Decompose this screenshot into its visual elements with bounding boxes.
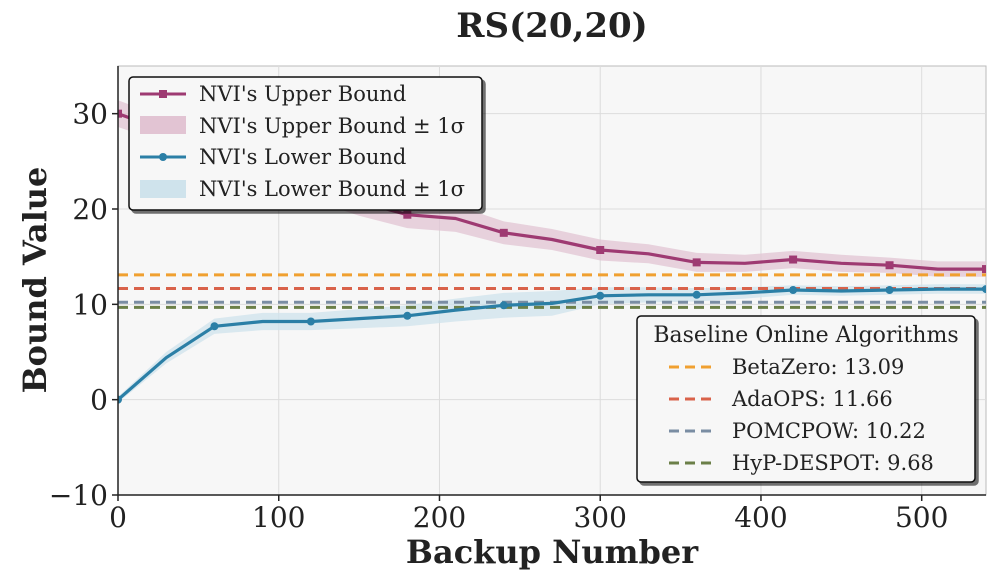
y-tick-label: 10 xyxy=(72,288,108,321)
upper-bound-point xyxy=(692,258,701,267)
x-tick-label: 0 xyxy=(109,501,127,534)
x-axis-label: Backup Number xyxy=(406,533,699,571)
y-tick-label: 30 xyxy=(72,98,108,131)
x-tick-label: 200 xyxy=(413,501,466,534)
upper-bound-point xyxy=(885,261,894,270)
lower-bound-point xyxy=(499,301,508,310)
series-lines xyxy=(118,109,986,404)
x-tick-label: 300 xyxy=(573,501,626,534)
upper-bound-point xyxy=(118,109,122,118)
upper-bound-point xyxy=(403,210,412,219)
lower-bound-point xyxy=(692,290,701,299)
lower-bound-point xyxy=(885,286,894,295)
legend-betazero-label: BetaZero: 13.09 xyxy=(732,355,904,379)
lower-bound-point xyxy=(403,311,412,320)
upper-bound-point xyxy=(499,228,508,237)
legend-baselines-title: Baseline Online Algorithms xyxy=(653,323,958,348)
y-tick-label: −10 xyxy=(49,479,108,512)
legend-hypdespot-label: HyP-DESPOT: 9.68 xyxy=(732,451,934,475)
x-ticks: 0 100 200 300 400 500 xyxy=(109,495,948,534)
chart-title: RS(20,20) xyxy=(456,6,647,46)
upper-bound-point xyxy=(596,245,605,254)
legend-upper-band-label: NVI's Upper Bound ± 1σ xyxy=(199,114,465,138)
legend-upper-marker xyxy=(159,90,167,98)
x-tick-label: 500 xyxy=(895,501,948,534)
legend-lower-marker xyxy=(159,153,167,161)
y-ticks: −10 0 10 20 30 xyxy=(49,98,118,512)
legend-upper-label: NVI's Upper Bound xyxy=(199,82,406,106)
lower-bound-point xyxy=(596,291,605,300)
upper-bound-point xyxy=(789,255,798,264)
lower-bound-point xyxy=(118,395,122,404)
legend-lower-label: NVI's Lower Bound xyxy=(199,145,406,169)
legend-pomcpow-label: POMCPOW: 10.22 xyxy=(732,419,926,443)
y-tick-label: 0 xyxy=(90,384,108,417)
upper-bound-point xyxy=(982,265,986,274)
lower-bound-point xyxy=(789,286,798,295)
legend-lower-band-swatch xyxy=(140,180,186,198)
legend-adaops-label: AdaOPS: 11.66 xyxy=(731,387,893,411)
y-tick-label: 20 xyxy=(72,193,108,226)
lower-bound-band xyxy=(118,284,986,403)
x-tick-label: 400 xyxy=(734,501,787,534)
lower-bound-point xyxy=(210,322,219,331)
lower-bound-point xyxy=(306,317,315,326)
legend-lower-band-label: NVI's Lower Bound ± 1σ xyxy=(199,177,465,201)
legend-upper-band-swatch xyxy=(140,116,186,134)
y-axis-label: Bound Value xyxy=(16,167,54,394)
lower-bound-point xyxy=(982,285,986,294)
x-tick-label: 100 xyxy=(252,501,305,534)
legend-baselines: Baseline Online Algorithms BetaZero: 13.… xyxy=(636,315,976,483)
lower-bound-line xyxy=(118,287,986,401)
legend-main: NVI's Upper Bound NVI's Upper Bound ± 1σ… xyxy=(128,76,483,211)
